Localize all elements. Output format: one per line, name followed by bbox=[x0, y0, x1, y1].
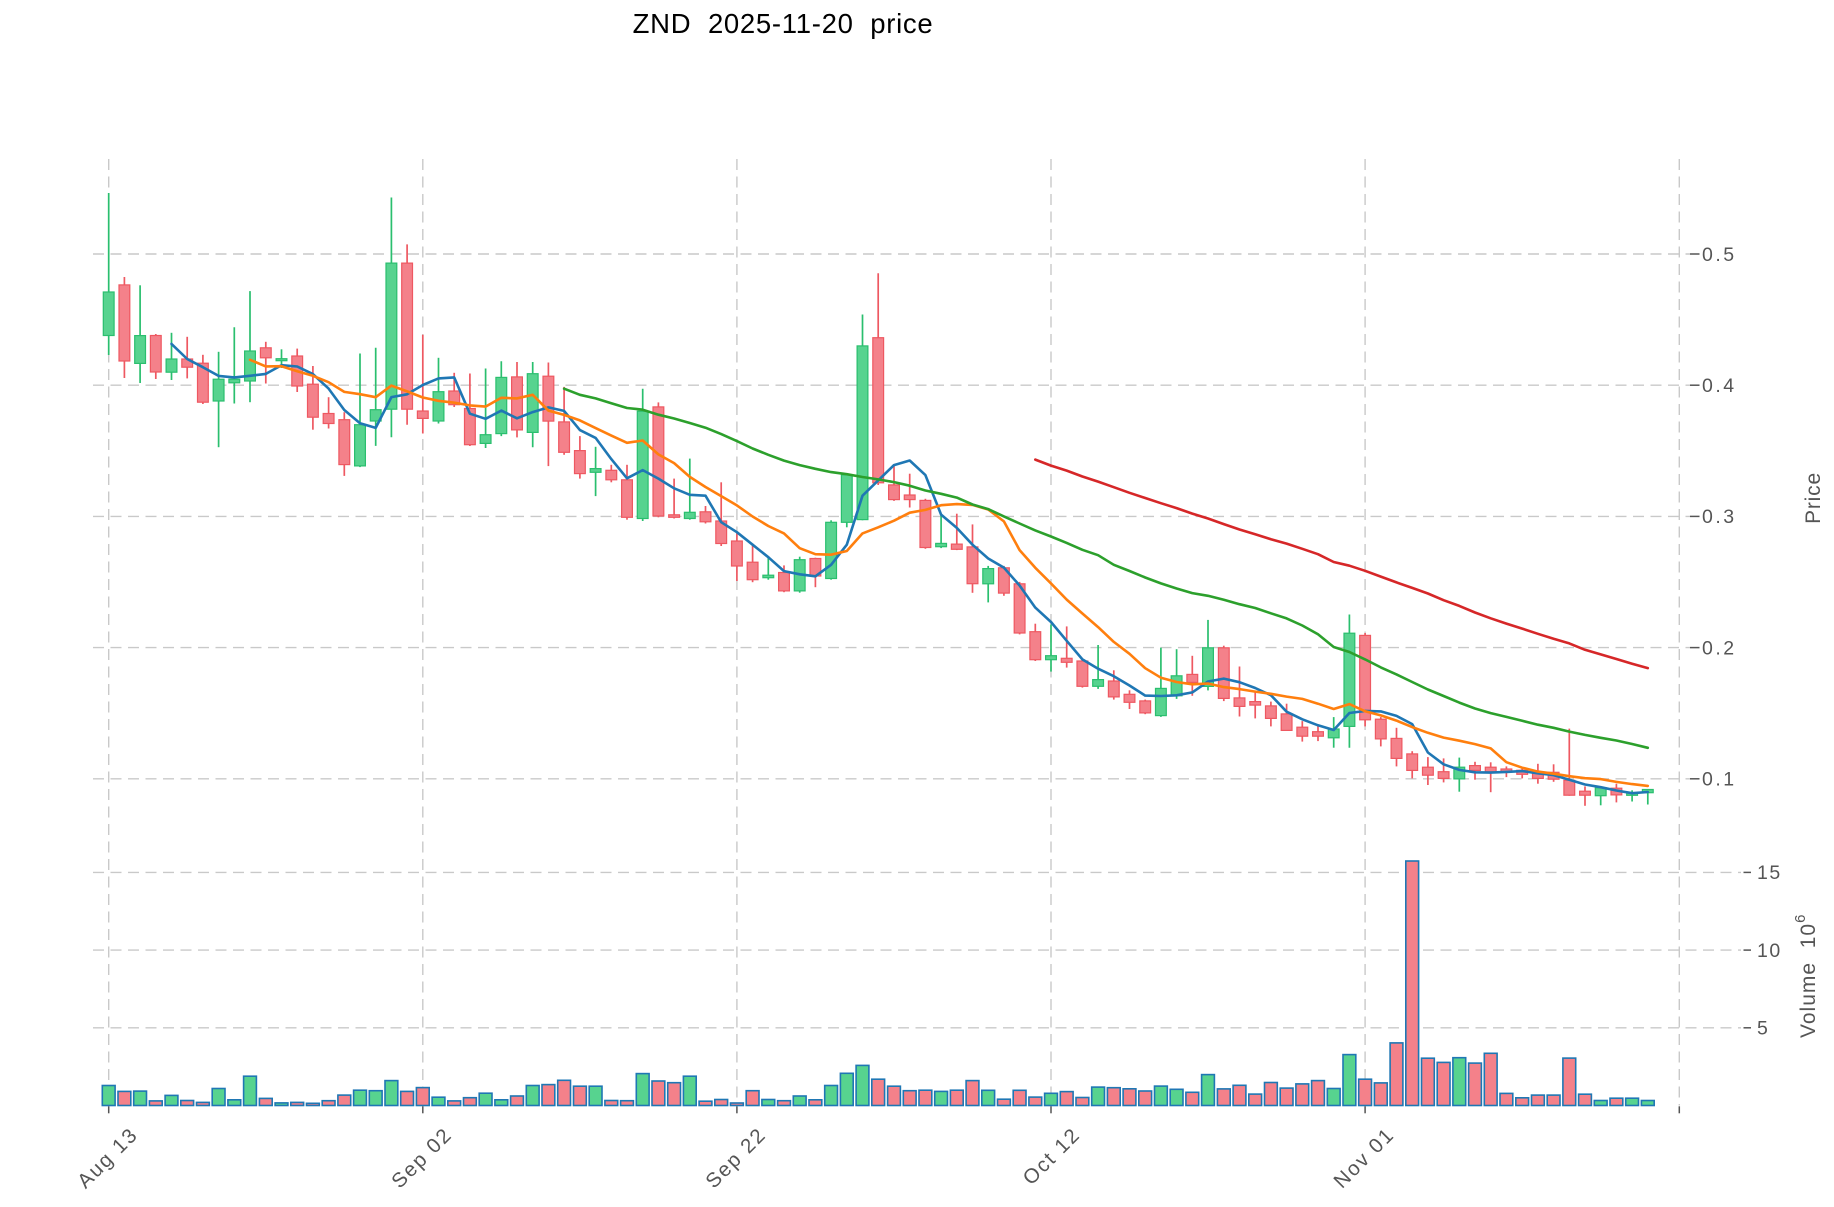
svg-text:0.4: 0.4 bbox=[1702, 375, 1737, 397]
svg-text:0.5: 0.5 bbox=[1702, 244, 1737, 266]
svg-text:15: 15 bbox=[1757, 862, 1782, 884]
svg-text:Price: Price bbox=[1802, 472, 1825, 524]
svg-text:5: 5 bbox=[1757, 1018, 1769, 1040]
svg-text:0.2: 0.2 bbox=[1702, 637, 1737, 659]
svg-text:ZND 2025-11-20 price: ZND 2025-11-20 price bbox=[633, 8, 934, 39]
svg-text:0.3: 0.3 bbox=[1702, 506, 1737, 528]
svg-text:10: 10 bbox=[1757, 940, 1782, 962]
svg-text:0.1: 0.1 bbox=[1702, 769, 1737, 791]
svg-text:Volume 106: Volume 106 bbox=[1792, 914, 1820, 1038]
